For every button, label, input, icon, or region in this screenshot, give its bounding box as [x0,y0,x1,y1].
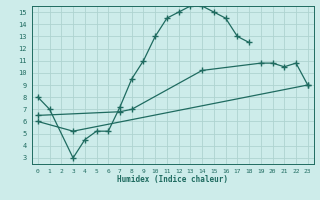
X-axis label: Humidex (Indice chaleur): Humidex (Indice chaleur) [117,175,228,184]
